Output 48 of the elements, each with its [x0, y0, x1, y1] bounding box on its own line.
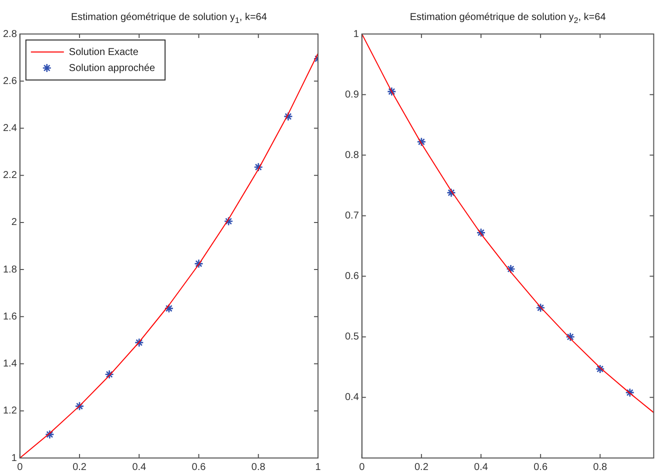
y-tick-label: 1.6 — [2, 311, 18, 322]
y-tick-label: 0.7 — [344, 210, 360, 222]
y-tick-label: 2.8 — [2, 28, 18, 40]
y-tick-label: 2.6 — [2, 76, 18, 87]
y-tick-label: 1 — [11, 452, 18, 464]
point — [416, 137, 426, 146]
x-tick-label: 0.6 — [192, 462, 206, 473]
point — [476, 228, 486, 238]
y-tick-label: 0.8 — [344, 150, 360, 161]
x-tick-label: 0.2 — [414, 462, 429, 473]
point — [566, 332, 575, 342]
point — [625, 388, 635, 398]
point — [194, 259, 204, 268]
point — [595, 364, 605, 374]
x-tick-label: 0.6 — [534, 462, 548, 473]
x-tick-label: 0.8 — [251, 462, 266, 473]
point — [254, 162, 264, 172]
y-tick-label: 1.8 — [2, 264, 18, 276]
point — [387, 86, 396, 96]
y-tick-label: 2.2 — [2, 170, 18, 182]
point — [134, 338, 144, 348]
point — [74, 402, 84, 411]
x-tick-label: 0.8 — [593, 462, 608, 473]
point — [224, 216, 234, 226]
legend-label: Solution approchée — [68, 62, 156, 74]
x-tick-label: 0.4 — [132, 462, 147, 473]
x-tick-label: 0 — [359, 462, 366, 473]
y-tick-label: 1.4 — [2, 358, 18, 370]
point — [536, 303, 546, 312]
point — [284, 112, 293, 122]
y-tick-label: 0.9 — [344, 89, 360, 100]
x-tick-label: 1 — [315, 462, 322, 473]
y-tick-label: 0.6 — [344, 271, 360, 282]
point — [506, 264, 516, 274]
y-tick-label: 0.4 — [344, 392, 360, 404]
x-tick-label: 0.2 — [72, 462, 87, 473]
x-tick-label: 0 — [17, 462, 24, 473]
y-tick-label: 0.5 — [344, 332, 360, 343]
y-tick-label: 1.2 — [2, 406, 18, 417]
y-tick-label: 1 — [353, 28, 360, 40]
x-tick-label: 0.4 — [474, 462, 488, 473]
point — [45, 430, 54, 440]
y-tick-label: 2 — [11, 217, 18, 228]
point — [164, 304, 174, 314]
point — [446, 188, 456, 198]
point — [104, 370, 114, 380]
y-tick-label: 2.4 — [2, 122, 18, 134]
legend-label: Solution Exacte — [68, 46, 139, 58]
